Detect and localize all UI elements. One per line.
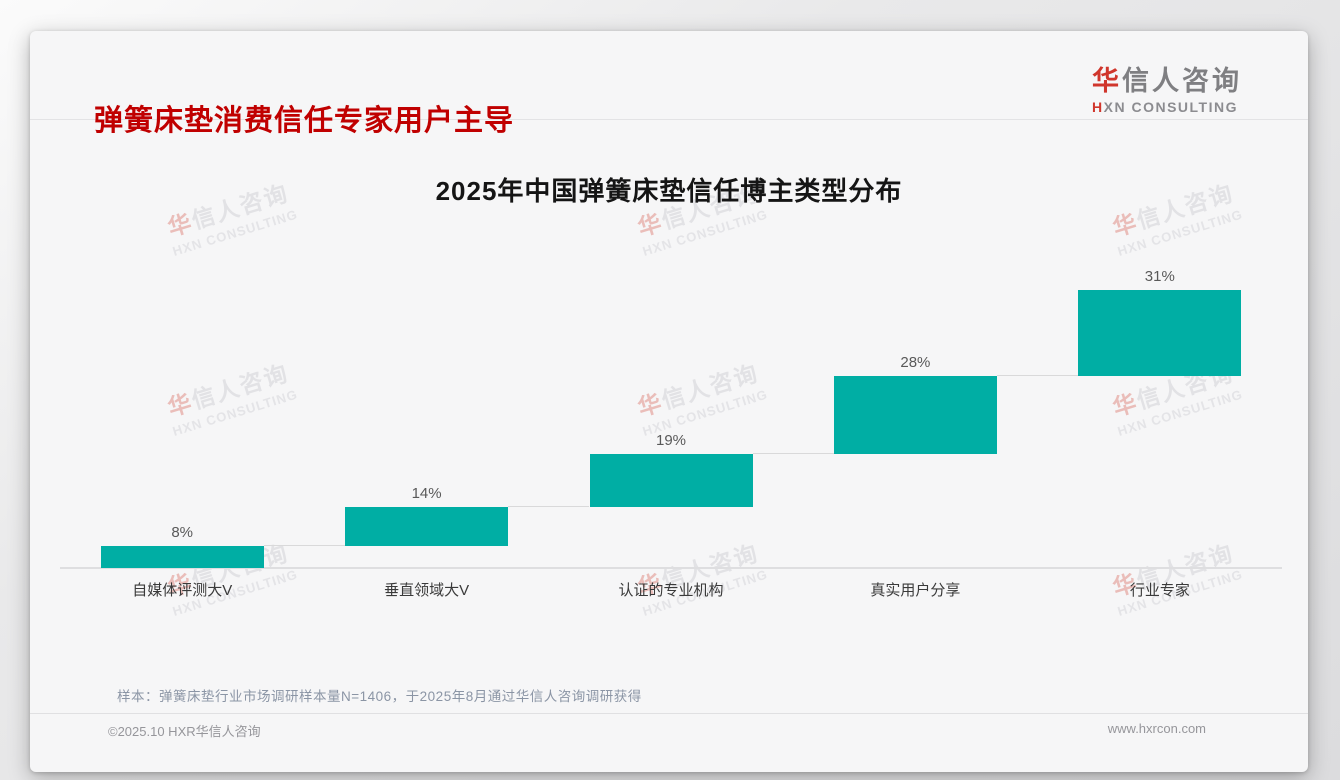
bar-value-label: 8%: [171, 523, 194, 541]
bar-5: [1078, 290, 1242, 377]
x-axis-category-label: 垂直领域大V: [384, 582, 470, 599]
report-card: 华信人咨询 HXN CONSULTING 华信人咨询 HXN CONSULTING 华信…: [30, 31, 1308, 772]
bar-4: [833, 376, 997, 455]
bar-value-label: 19%: [655, 432, 687, 450]
bar-value-label: 31%: [1144, 268, 1175, 285]
brand-logo-en: HXN CONSULTING: [1092, 99, 1242, 115]
footer-divider: [30, 713, 1308, 714]
footer-website: www.hxrcon.com: [1107, 721, 1206, 736]
brand-logo-en-rest: XN CONSULTING: [1103, 99, 1238, 115]
x-axis-line: [60, 567, 1282, 569]
step-connector: [996, 375, 1079, 377]
header-divider: [30, 119, 1308, 120]
x-axis-category-label: 行业专家: [1129, 582, 1190, 599]
step-connector: [752, 453, 834, 455]
bar-value-label: 14%: [411, 484, 442, 502]
brand-logo-cn-accent: 华: [1092, 66, 1122, 96]
bar-3: [589, 454, 753, 507]
bar-value-label: 28%: [900, 354, 931, 372]
brand-logo-cn: 华信人咨询: [1092, 59, 1242, 98]
brand-logo-en-accent: H: [1092, 99, 1104, 115]
bar-2: [345, 506, 509, 546]
step-connector: [508, 505, 590, 507]
x-axis-category-label: 真实用户分享: [870, 582, 961, 599]
bar-1: [100, 545, 264, 568]
x-axis-labels: 自媒体评测大V 垂直领域大V 认证的专业机构 真实用户分享 行业专家: [60, 579, 1282, 600]
x-axis-category-label: 自媒体评测大V: [132, 582, 233, 599]
plot-area: 8% 14% 19% 28% 31%: [60, 268, 1282, 569]
sample-note: 样本：弹簧床垫行业市场调研样本量N=1406，于2025年8月通过华信人咨询调研…: [117, 689, 642, 704]
page-title: 弹簧床垫消费信任专家用户主导: [94, 105, 515, 137]
brand-logo-cn-rest: 信人咨询: [1122, 66, 1242, 96]
step-connector: [263, 544, 346, 546]
footer-copyright: ©2025.10 HXR华信人咨询: [108, 724, 261, 739]
chart-title: 2025年中国弹簧床垫信任博主类型分布: [435, 176, 903, 206]
brand-logo: 华信人咨询 HXN CONSULTING: [1092, 59, 1242, 115]
x-axis-category-label: 认证的专业机构: [618, 582, 724, 599]
